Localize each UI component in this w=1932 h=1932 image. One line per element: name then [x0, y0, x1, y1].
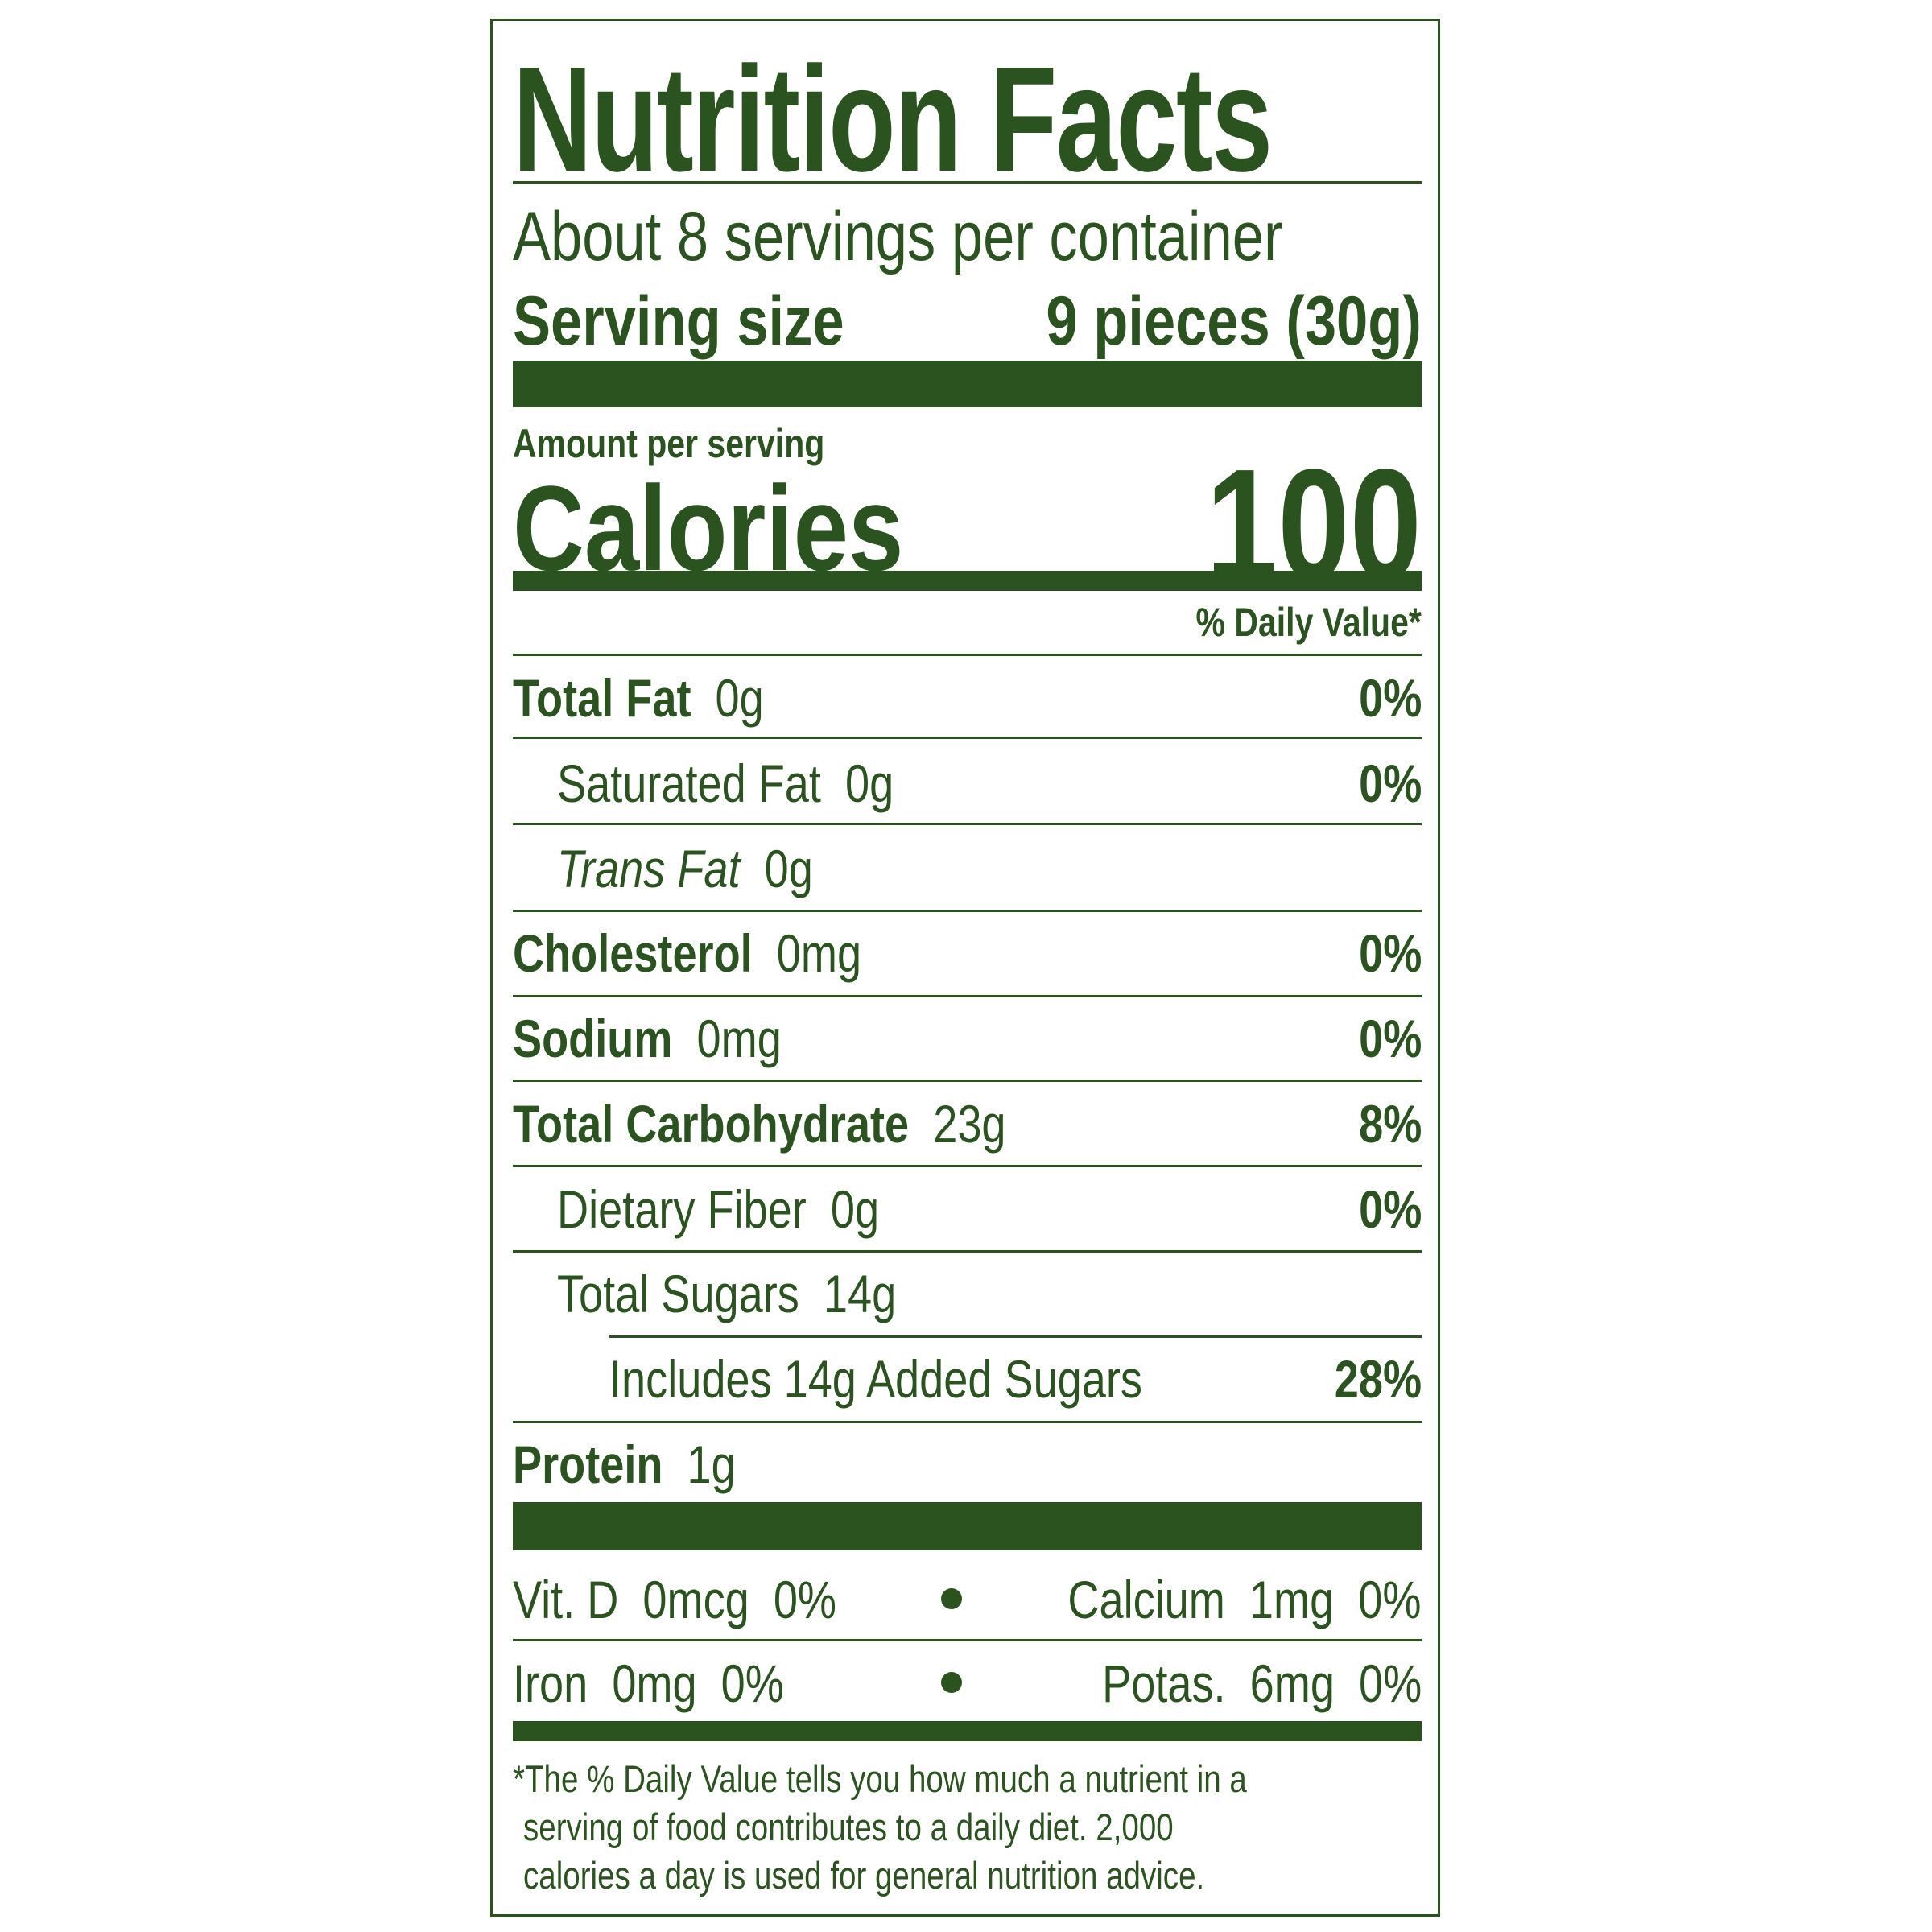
nutrient-row-cholesterol: Cholesterol 0mg [513, 923, 862, 983]
divider [513, 1421, 1422, 1423]
medium-bar [513, 1721, 1422, 1741]
micro-calcium: Calcium 1mg 0% [1067, 1570, 1422, 1629]
micro-iron: Iron 0mg 0% [513, 1653, 784, 1713]
micro-vitamin-d: Vit. D 0mcg 0% [513, 1570, 837, 1629]
dv-cholesterol: 0% [1358, 923, 1422, 983]
divider [513, 910, 1422, 912]
nutrient-row-protein: Protein 1g [513, 1435, 736, 1494]
dv-dietary-fiber: 0% [1358, 1179, 1422, 1239]
bullet-icon [941, 1588, 962, 1609]
divider [513, 654, 1422, 656]
nutrient-row-total-carbohydrate: Total Carbohydrate 23g [513, 1094, 1006, 1154]
nutrient-row-added-sugars: Includes 14g Added Sugars [609, 1349, 1142, 1409]
servings-per-container: About 8 servings per container [513, 198, 1283, 275]
footnote-line-3: calories a day is used for general nutri… [523, 1854, 1205, 1897]
title: Nutrition Facts [513, 36, 1273, 203]
micro-potassium: Potas. 6mg 0% [1101, 1653, 1422, 1713]
serving-size-value: 9 pieces (30g) [1046, 283, 1422, 360]
nutrient-row-total-sugars: Total Sugars 14g [557, 1264, 897, 1323]
footnote-line-1: *The % Daily Value tells you how much a … [513, 1757, 1247, 1800]
nutrient-row-saturated-fat: Saturated Fat 0g [557, 753, 894, 813]
divider [513, 737, 1422, 739]
nutrition-facts-label: Nutrition Facts About 8 servings per con… [490, 19, 1440, 1917]
thick-bar [513, 361, 1422, 407]
dv-added-sugars: 28% [1334, 1349, 1422, 1409]
dv-total-carbohydrate: 8% [1358, 1094, 1422, 1154]
divider [513, 823, 1422, 825]
divider [513, 181, 1422, 184]
divider [513, 1250, 1422, 1253]
medium-bar [513, 571, 1422, 591]
nutrient-row-dietary-fiber: Dietary Fiber 0g [557, 1179, 880, 1239]
divider [513, 1165, 1422, 1167]
divider [513, 1639, 1422, 1641]
nutrient-row-sodium: Sodium 0mg [513, 1009, 782, 1068]
nutrient-row-total-fat: Total Fat 0g [513, 668, 764, 728]
footnote-line-2: serving of food contributes to a daily d… [523, 1806, 1174, 1848]
daily-value-header: % Daily Value* [1195, 600, 1422, 645]
divider [513, 1080, 1422, 1082]
dv-sodium: 0% [1358, 1009, 1422, 1068]
serving-size-label: Serving size [513, 283, 844, 360]
bullet-icon [941, 1672, 962, 1693]
thick-bar [513, 1502, 1422, 1550]
dv-total-fat: 0% [1358, 668, 1422, 728]
calories-label: Calories [513, 460, 904, 596]
divider [513, 995, 1422, 997]
dv-saturated-fat: 0% [1358, 753, 1422, 813]
amount-per-serving: Amount per serving [513, 421, 825, 466]
divider [609, 1335, 1422, 1338]
nutrient-row-trans-fat: Trans Fat 0g [557, 839, 813, 898]
